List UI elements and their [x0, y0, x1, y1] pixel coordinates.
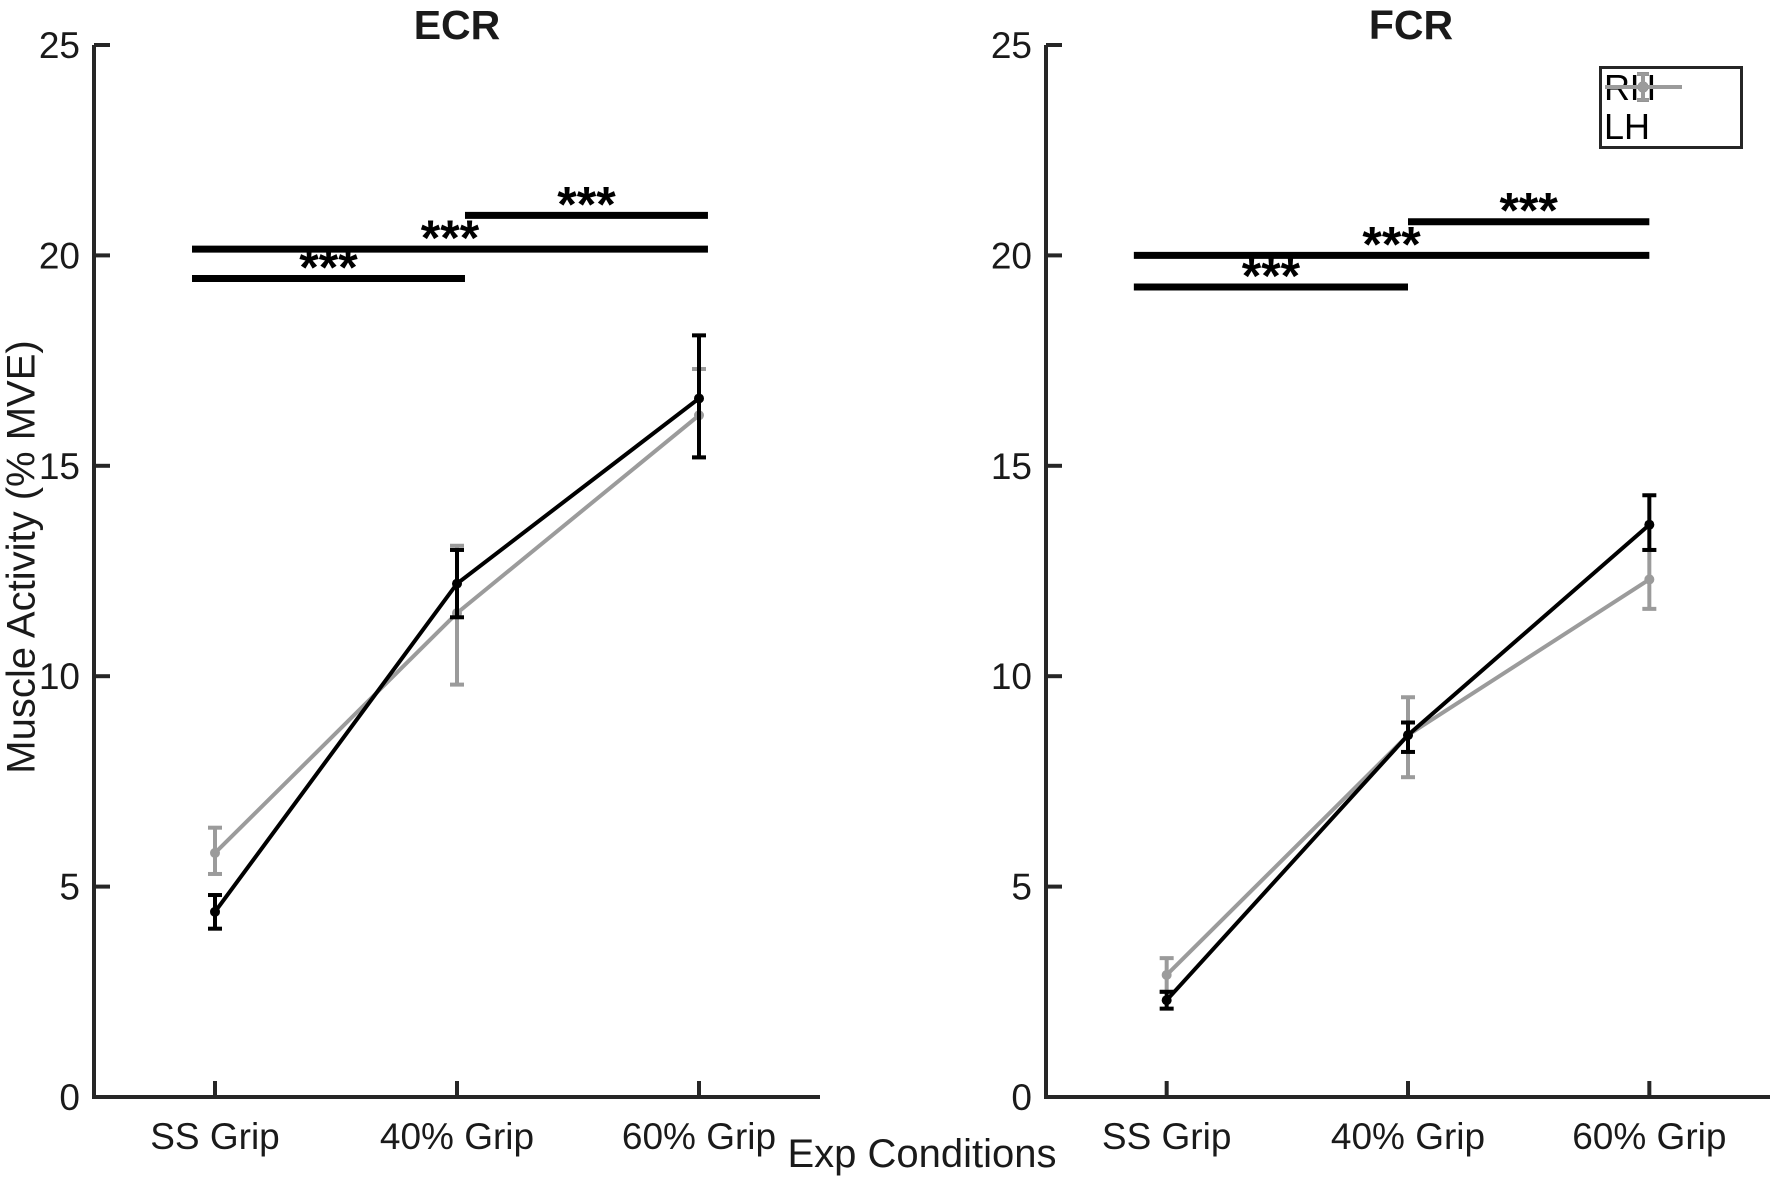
fcr-marker-lh — [1644, 574, 1655, 585]
legend-sample-marker — [1637, 81, 1649, 93]
fcr-x-tick-label: 60% Grip — [1572, 1116, 1726, 1157]
fcr-marker-rh — [1644, 519, 1655, 530]
ecr-x-tick-label: 60% Grip — [622, 1116, 776, 1157]
fcr-significance-label: *** — [1499, 183, 1558, 239]
legend-label-lh: LH — [1604, 105, 1651, 147]
ecr-significance-label: *** — [557, 176, 616, 232]
fcr-y-tick-label: 25 — [991, 25, 1032, 66]
ecr-marker-rh — [694, 393, 704, 404]
x-axis-label: Exp Conditions — [787, 1132, 1057, 1176]
fcr-y-tick-label: 10 — [991, 656, 1032, 697]
fcr-x-tick-label: 40% Grip — [1331, 1116, 1485, 1157]
fcr-y-tick-label: 15 — [991, 446, 1032, 487]
fcr-significance-label: *** — [1362, 216, 1421, 272]
ecr-y-tick-label: 10 — [39, 656, 80, 697]
fcr-marker-rh — [1161, 995, 1172, 1006]
panel-title-ecr: ECR — [413, 2, 501, 48]
ecr-marker-lh — [210, 847, 220, 858]
legend-item-lh: LH — [1602, 72, 1740, 147]
ecr-x-tick-label: SS Grip — [150, 1116, 280, 1157]
ecr-x-tick-label: 40% Grip — [380, 1116, 534, 1157]
legend: RH LH — [1599, 66, 1743, 149]
ecr-y-tick-label: 5 — [59, 867, 80, 908]
fcr-marker-rh — [1403, 730, 1413, 741]
ecr-y-tick-label: 25 — [39, 25, 80, 66]
fcr-y-tick-label: 20 — [991, 235, 1032, 276]
ecr-marker-rh — [452, 578, 462, 589]
fcr-marker-lh — [1161, 969, 1172, 980]
fcr-y-tick-label: 5 — [1011, 867, 1032, 908]
ecr-significance-label: *** — [421, 210, 480, 266]
fcr-y-tick-label: 0 — [1011, 1077, 1032, 1118]
ecr-y-tick-label: 15 — [39, 446, 80, 487]
lh-errorbar-marker-icon — [1605, 72, 1682, 102]
ecr-y-tick-label: 20 — [39, 235, 80, 276]
fcr-x-tick-label: SS Grip — [1102, 1116, 1232, 1157]
ecr-marker-rh — [210, 906, 220, 917]
panel-title-fcr: FCR — [1368, 2, 1454, 48]
ecr-y-tick-label: 0 — [59, 1077, 80, 1118]
y-axis-label: Muscle Activity (% MVE) — [0, 340, 44, 774]
